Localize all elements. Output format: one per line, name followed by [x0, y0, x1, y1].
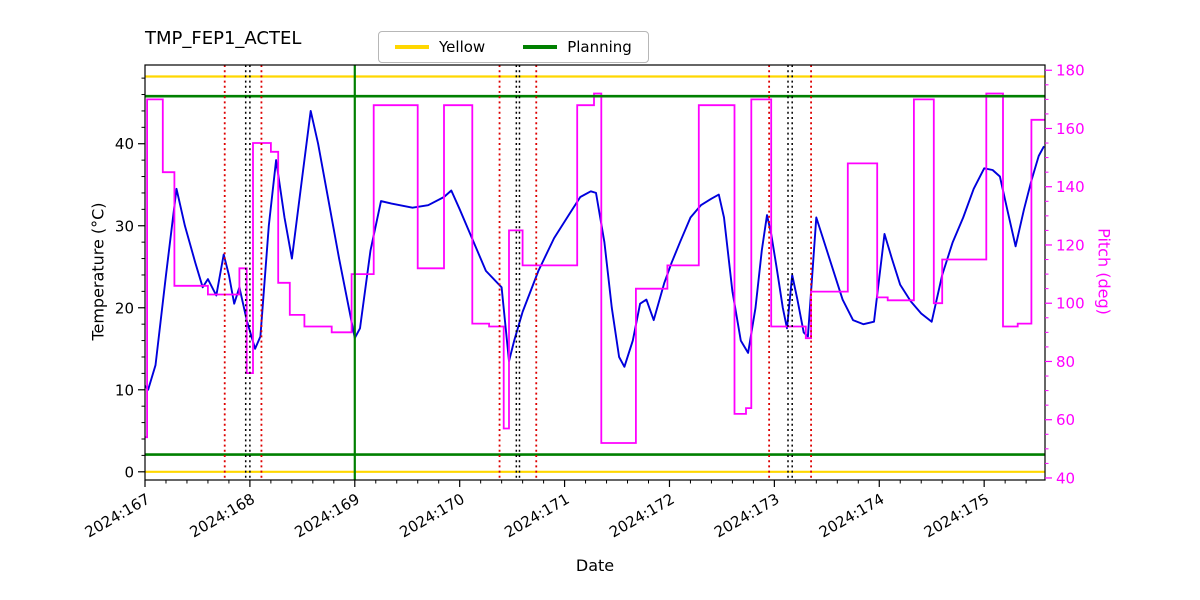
x-tick-label: 2024:172	[606, 490, 677, 542]
x-tick-label: 2024:173	[711, 490, 782, 542]
chart-title: TMP_FEP1_ACTEL	[145, 28, 302, 49]
x-tick-label: 2024:170	[396, 490, 467, 542]
y-left-tick-label: 40	[115, 135, 134, 153]
yellow-line-swatch	[395, 45, 429, 49]
series-group	[145, 65, 1045, 480]
x-tick-label: 2024:169	[292, 490, 363, 542]
y-left-tick-label: 20	[115, 299, 134, 317]
x-tick-label: 2024:175	[921, 490, 992, 542]
legend-label-planning: Planning	[567, 38, 632, 56]
temperature-series	[145, 109, 1045, 391]
x-tick-label: 2024:167	[82, 490, 153, 542]
y-right-tick-label: 120	[1056, 236, 1085, 254]
x-tick-label: 2024:168	[187, 490, 258, 542]
y-right-tick-label: 160	[1056, 120, 1085, 138]
plot-background	[145, 65, 1045, 480]
y-right-tick-label: 140	[1056, 178, 1085, 196]
y-left-tick-label: 10	[115, 381, 134, 399]
legend-label-yellow: Yellow	[439, 38, 486, 56]
y-left-tick-label: 30	[115, 217, 134, 235]
legend-item-planning: Planning	[523, 38, 632, 56]
y-right-tick-label: 100	[1056, 295, 1085, 313]
x-tick-label: 2024:171	[501, 490, 572, 542]
x-tick-label: 2024:174	[816, 490, 887, 542]
legend-item-yellow: Yellow	[395, 38, 485, 56]
y-left-tick-label: 0	[124, 463, 134, 481]
y-right-tick-label: 180	[1056, 62, 1085, 80]
y-right-tick-label: 60	[1056, 411, 1075, 429]
x-axis-label: Date	[575, 556, 615, 575]
planning-line-swatch	[523, 45, 558, 49]
legend: Yellow Planning	[378, 31, 649, 63]
y-right-tick-label: 40	[1056, 469, 1075, 487]
y-right-tick-label: 80	[1056, 353, 1075, 371]
axes-frame	[144, 64, 1046, 481]
